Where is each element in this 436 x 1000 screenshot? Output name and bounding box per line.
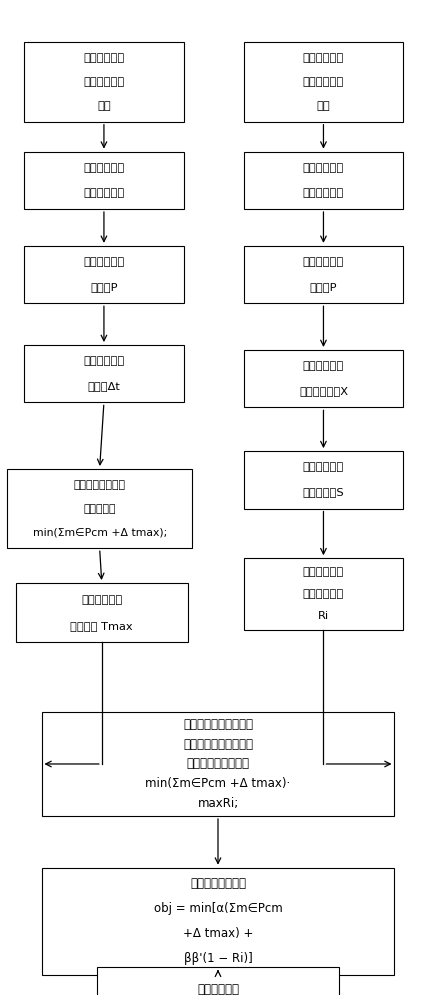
Text: 转换为单目标计算: 转换为单目标计算 [190,877,246,890]
Text: 路径集P: 路径集P [90,282,118,292]
FancyBboxPatch shape [16,583,188,642]
Text: 致时延Δt: 致时延Δt [88,381,120,391]
Text: 找出具有最小下发: 找出具有最小下发 [74,480,126,490]
FancyBboxPatch shape [7,469,192,548]
FancyBboxPatch shape [24,345,184,402]
FancyBboxPatch shape [41,868,395,975]
Text: 更新网络拓扑: 更新网络拓扑 [83,188,125,198]
Text: +Δ tmax) +: +Δ tmax) + [183,927,253,940]
Text: ββ'(1 − Ri)]: ββ'(1 − Ri)] [184,952,252,965]
Text: min(Σm∈Pcm +Δ tmax)·: min(Σm∈Pcm +Δ tmax)· [145,777,291,790]
Text: 找出最优路径: 找出最优路径 [197,983,239,996]
FancyBboxPatch shape [244,246,403,303]
Text: 计算新旧路径: 计算新旧路径 [303,462,344,472]
FancyBboxPatch shape [244,42,403,122]
Text: 状态: 状态 [97,101,111,111]
FancyBboxPatch shape [244,451,403,509]
Text: 获取网络全局: 获取网络全局 [303,77,344,87]
Text: 计算新旧路径: 计算新旧路径 [303,567,344,577]
Text: 时延的路径: 时延的路径 [83,504,116,514]
FancyBboxPatch shape [24,152,184,209]
Text: 通过链路发现: 通过链路发现 [83,53,125,63]
Text: 的相似矩阵S: 的相似矩阵S [303,487,344,497]
Text: Ri: Ri [318,611,329,621]
FancyBboxPatch shape [244,152,403,209]
Text: 一个双目标函数问题: 一个双目标函数问题 [187,757,249,770]
Text: 网络感知实时: 网络感知实时 [303,163,344,173]
Text: 通过链路发现: 通过链路发现 [303,53,344,63]
Text: obj = min[α(Σm∈Pcm: obj = min[α(Σm∈Pcm [153,902,283,915]
Text: 计算所有可达: 计算所有可达 [303,257,344,267]
Text: 点状态的矩阵X: 点状态的矩阵X [299,386,348,396]
Text: 路径集P: 路径集P [310,282,337,292]
Text: 计算所有可达: 计算所有可达 [83,257,125,267]
Text: 是否存在不一: 是否存在不一 [83,356,125,366]
Text: 确定所得路径: 确定所得路径 [81,595,123,605]
Text: 的路径相似度: 的路径相似度 [303,589,344,599]
Text: 获取网络全局: 获取网络全局 [83,77,125,87]
Text: 更新网络拓扑: 更新网络拓扑 [303,188,344,198]
Text: min(Σm∈Pcm +Δ tmax);: min(Σm∈Pcm +Δ tmax); [33,528,167,538]
FancyBboxPatch shape [24,42,184,122]
FancyBboxPatch shape [24,246,184,303]
Text: 路径相似度结合，构造: 路径相似度结合，构造 [183,738,253,751]
FancyBboxPatch shape [244,350,403,407]
Text: maxRi;: maxRi; [198,797,238,810]
FancyBboxPatch shape [98,967,338,1000]
FancyBboxPatch shape [244,558,403,630]
Text: 状态: 状态 [317,101,330,111]
Text: 小于等于 Tmax: 小于等于 Tmax [71,621,133,631]
Text: 计算表示各节: 计算表示各节 [303,361,344,371]
Text: 将最小下发时延与最大: 将最小下发时延与最大 [183,718,253,731]
FancyBboxPatch shape [41,712,395,816]
Text: 网络感知实时: 网络感知实时 [83,163,125,173]
